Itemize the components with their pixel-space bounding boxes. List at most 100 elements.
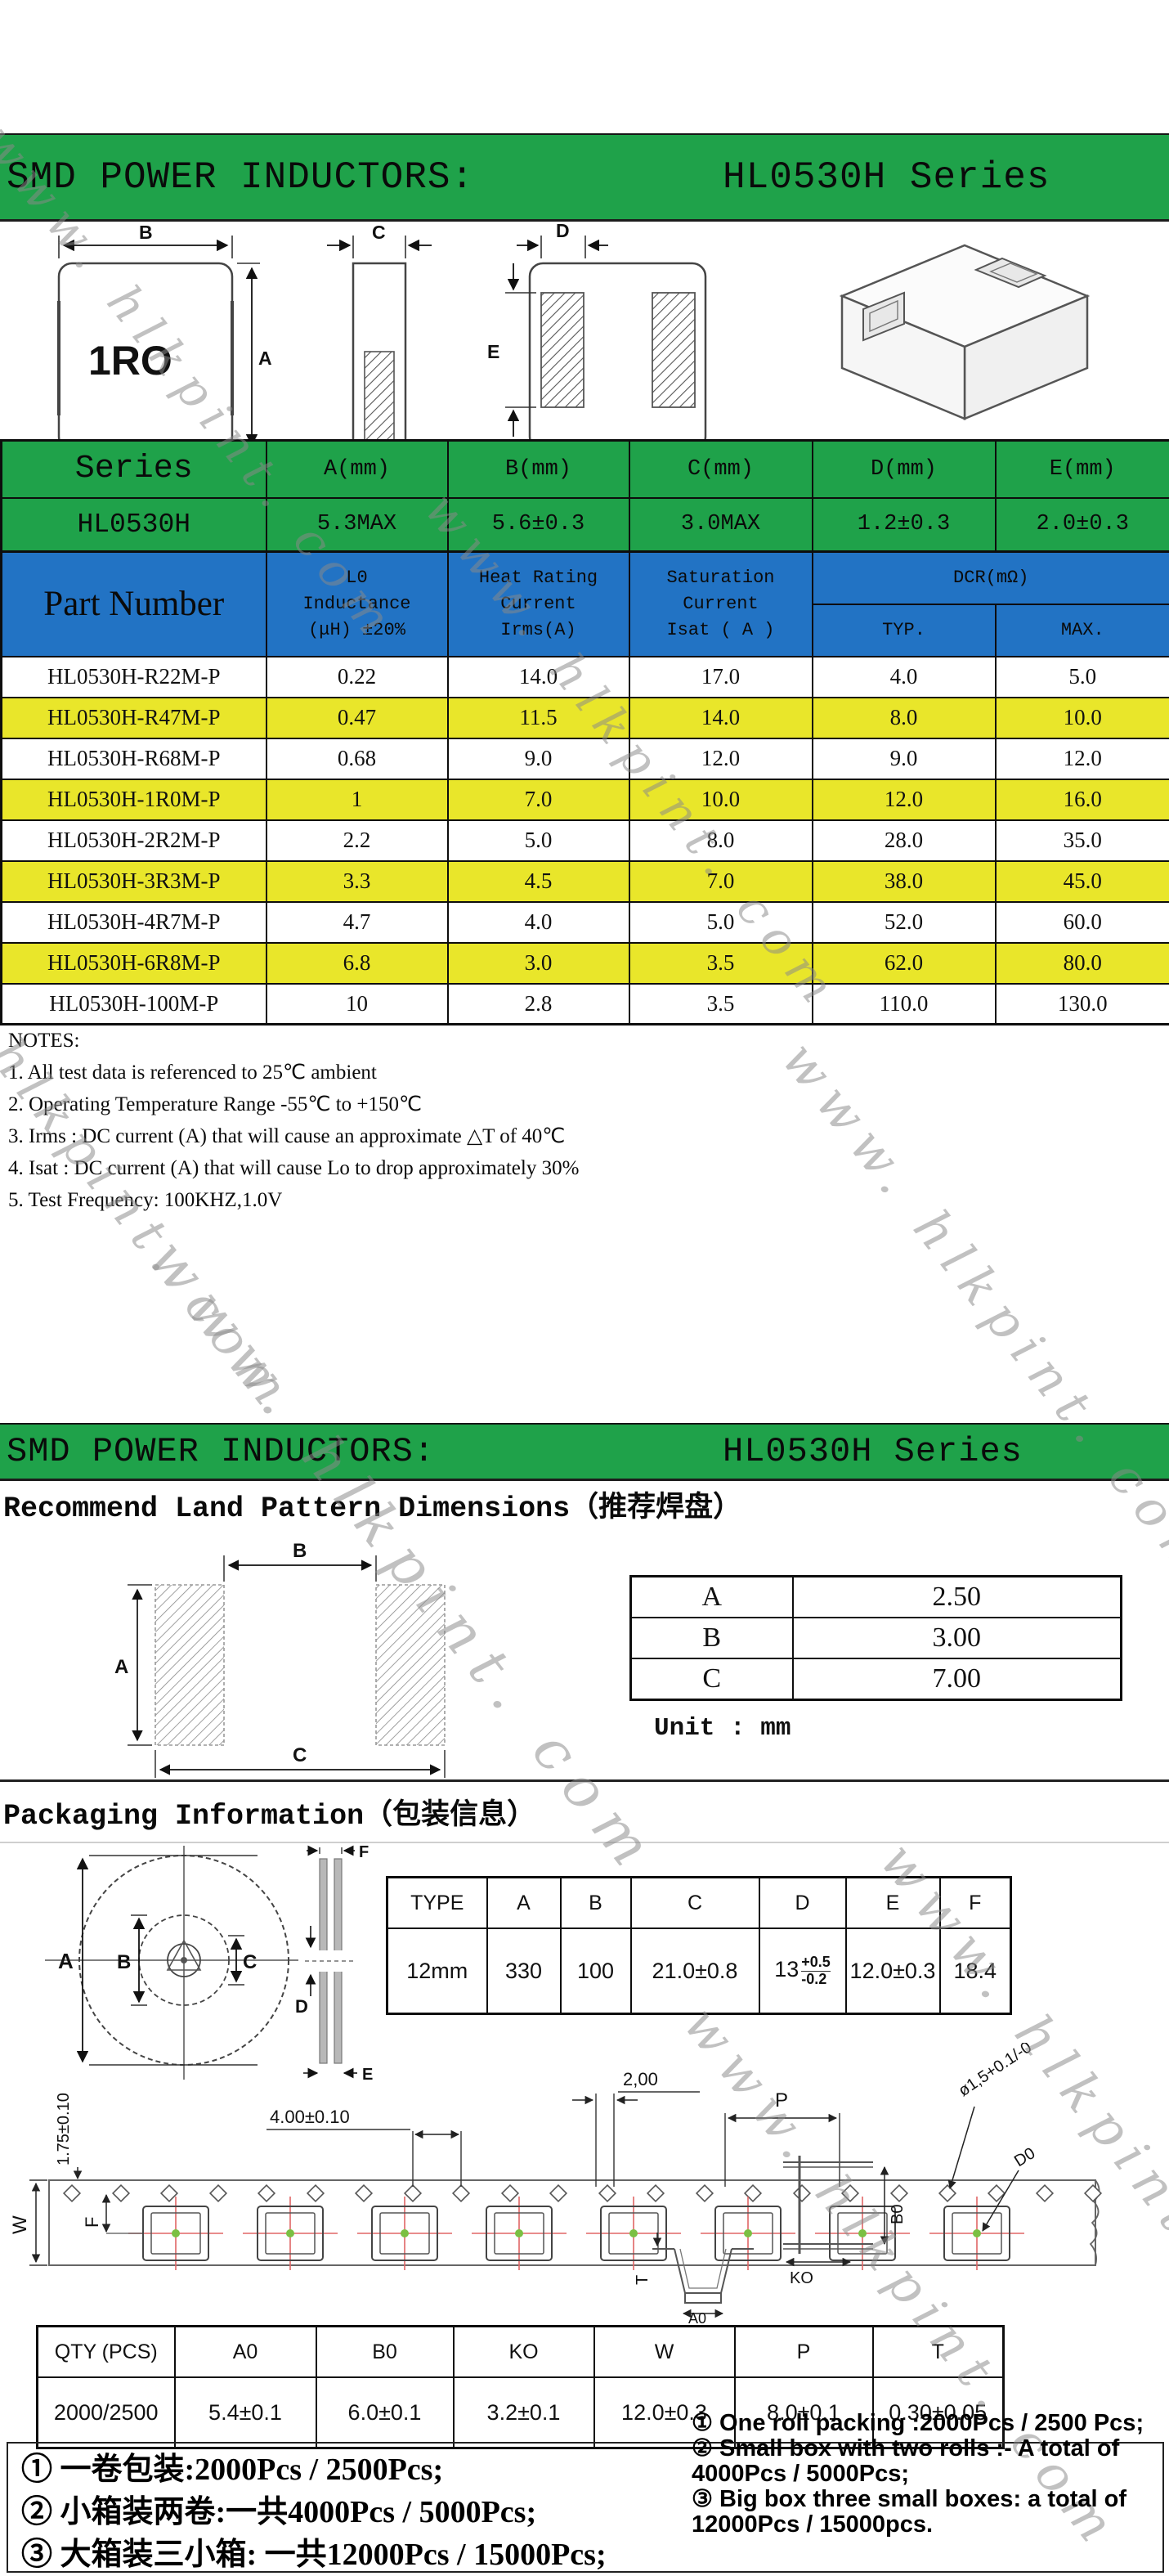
tape-dim-b0: B0 [889, 2205, 907, 2224]
qty-value: 12.0±0.3 [593, 2376, 736, 2449]
dim-b-label: B [139, 222, 153, 243]
series-dim-a: 5.3MAX [265, 496, 449, 553]
packing-note-en: ① One roll packing :2000Pcs / 2500 Pcs; [692, 2410, 1144, 2436]
outline-drawing: 1RO B A C D [57, 222, 1091, 442]
type-value: 12.0±0.3 [844, 1928, 941, 2015]
tape-dim-hole-dia: ø1,5+0.1/-0 [955, 2043, 1035, 2100]
qty-value: 6.0±0.1 [315, 2376, 455, 2449]
type-value: 100 [559, 1928, 632, 2015]
reel-dim-d-label: D [295, 1996, 308, 2017]
spec-row: HL0530H-1R0M-P 1 7.0 10.0 12.0 16.0 [0, 778, 1169, 821]
spec-header-dcr-max: MAX. [994, 603, 1169, 657]
packing-note-cn: ③ 大箱装三小箱: 一共12000Pcs / 15000Pcs; [21, 2538, 607, 2572]
type-value: 21.0±0.8 [629, 1928, 760, 2015]
land-row-label: C [629, 1658, 794, 1701]
type-value: 330 [486, 1928, 562, 2015]
spec-row: HL0530H-2R2M-P 2.2 5.0 8.0 28.0 35.0 [0, 819, 1169, 862]
packing-note-cn: ② 小箱装两卷:一共4000Pcs / 5000Pcs; [21, 2495, 537, 2529]
tape-dim-k0: KO [790, 2269, 813, 2287]
spec-row: HL0530H-R68M-P 0.68 9.0 12.0 9.0 12.0 [0, 737, 1169, 780]
note-item: 1. All test data is referenced to 25℃ am… [8, 1061, 377, 1084]
part-number: HL0530H-R68M-P [0, 737, 267, 780]
spec-header-dcr-typ: TYP. [811, 603, 997, 657]
notes-title: NOTES: [8, 1030, 80, 1052]
part-marking: 1RO [88, 338, 172, 384]
note-item: 2. Operating Temperature Range -55℃ to +… [8, 1093, 423, 1115]
dim-d-header: D(mm) [811, 439, 997, 499]
land-pad-right [375, 1584, 446, 1746]
spec-row: HL0530H-6R8M-P 6.8 3.0 3.5 62.0 80.0 [0, 941, 1169, 985]
land-row-label: A [629, 1575, 794, 1618]
reel-dim-c-label: C [243, 1951, 257, 1973]
spec-header-inductance: L0 Inductance (μH) ±20% [265, 550, 449, 657]
page1-product-title: SMD POWER INDUCTORS: [7, 155, 475, 199]
spec-header-irms: Heat Rating Current Irms(A) [446, 550, 630, 657]
part-number: HL0530H-1R0M-P [0, 778, 267, 821]
dim-c-header: C(mm) [628, 439, 813, 499]
type-header: F [938, 1876, 1012, 1929]
part-number: HL0530H-3R3M-P [0, 859, 267, 903]
tape-dim-edge: 1.75±0.10 [55, 2093, 73, 2165]
type-header: B [559, 1876, 632, 1929]
part-number: HL0530H-2R2M-P [0, 819, 267, 862]
tape-dim-hole-pitch: 4.00±0.10 [270, 2107, 350, 2127]
tape-dim-t: T [634, 2275, 652, 2285]
series-name: HL0530H [0, 496, 267, 553]
packing-note-en: ③ Big box three small boxes: a total of … [692, 2486, 1126, 2538]
type-header: C [629, 1876, 760, 1929]
series-dim-e: 2.0±0.3 [994, 496, 1169, 553]
land-dim-a-label: A [114, 1656, 128, 1678]
dim-a-label: A [258, 348, 272, 369]
land-pad-left [155, 1584, 225, 1746]
land-pattern-drawing: A B C [114, 1540, 446, 1778]
qty-value: 3.2±0.1 [452, 2376, 595, 2449]
bottom-notes-box [7, 2442, 1164, 2573]
packing-notes-cn: ① 一卷包装:2000Pcs / 2500Pcs; ② 小箱装两卷:一共4000… [21, 2448, 607, 2576]
qty-header: P [733, 2325, 874, 2378]
tape-dim-a0: A0 [688, 2310, 706, 2325]
qty-value: 5.4±0.1 [173, 2376, 317, 2449]
qty-header: KO [452, 2325, 595, 2378]
tape-dim-p: P [775, 2089, 788, 2112]
type-value: 12mm [386, 1928, 488, 2015]
reel-dim-b-label: B [117, 1951, 131, 1973]
spec-row: HL0530H-R22M-P 0.22 14.0 17.0 4.0 5.0 [0, 655, 1169, 698]
dim-b-header: B(mm) [446, 439, 630, 499]
note-item: 3. Irms : DC current (A) that will cause… [8, 1125, 566, 1147]
type-header: E [844, 1876, 941, 1929]
type-value-d: 13 +0.5 -0.2 [758, 1928, 847, 2015]
qty-header: QTY (PCS) [36, 2325, 176, 2378]
series-dim-d: 1.2±0.3 [811, 496, 997, 553]
land-dim-c-label: C [293, 1744, 307, 1766]
spec-row: HL0530H-3R3M-P 3.3 4.5 7.0 38.0 45.0 [0, 859, 1169, 903]
type-value: 18.4 [938, 1928, 1012, 2015]
part-number: HL0530H-100M-P [0, 982, 267, 1025]
land-pattern-title: Recommend Land Pattern Dimensions（推荐焊盘） [3, 1492, 742, 1525]
dim-a-header: A(mm) [265, 439, 449, 499]
outline-3d-view [839, 244, 1091, 420]
page1-series-title: HL0530H Series [723, 155, 1050, 199]
spec-header-isat: Saturation Current Isat ( A ) [628, 550, 813, 657]
series-dim-c: 3.0MAX [628, 496, 813, 553]
unit-label: Unit : mm [654, 1714, 791, 1743]
tape-strip [48, 2179, 1096, 2266]
series-col-header: Series [0, 439, 267, 499]
dim-d-label: D [556, 222, 570, 241]
series-dim-b: 5.6±0.3 [446, 496, 630, 553]
note-item: 4. Isat : DC current (A) that will cause… [8, 1157, 580, 1179]
land-pattern-table: A 2.50 B 3.00 C 7.00 [629, 1575, 1122, 1701]
part-number: HL0530H-R47M-P [0, 696, 267, 739]
spec-row: HL0530H-4R7M-P 4.7 4.0 5.0 52.0 60.0 [0, 900, 1169, 944]
dim-e-label: E [487, 341, 499, 362]
tape-dim-f: F [82, 2217, 102, 2228]
part-number: HL0530H-6R8M-P [0, 941, 267, 985]
spec-header-part: Part Number [0, 550, 267, 657]
spec-row: HL0530H-R47M-P 0.47 11.5 14.0 8.0 10.0 [0, 696, 1169, 739]
page2-series-title: HL0530H Series [723, 1432, 1023, 1471]
qty-value: 8.0±0.1 [733, 2376, 874, 2449]
reel-dim-e-label: E [362, 2066, 373, 2083]
packaging-title: Packaging Information（包装信息） [3, 1800, 536, 1833]
outline-side-view: C [327, 222, 432, 442]
outline-bottom-view: D E [487, 222, 707, 442]
